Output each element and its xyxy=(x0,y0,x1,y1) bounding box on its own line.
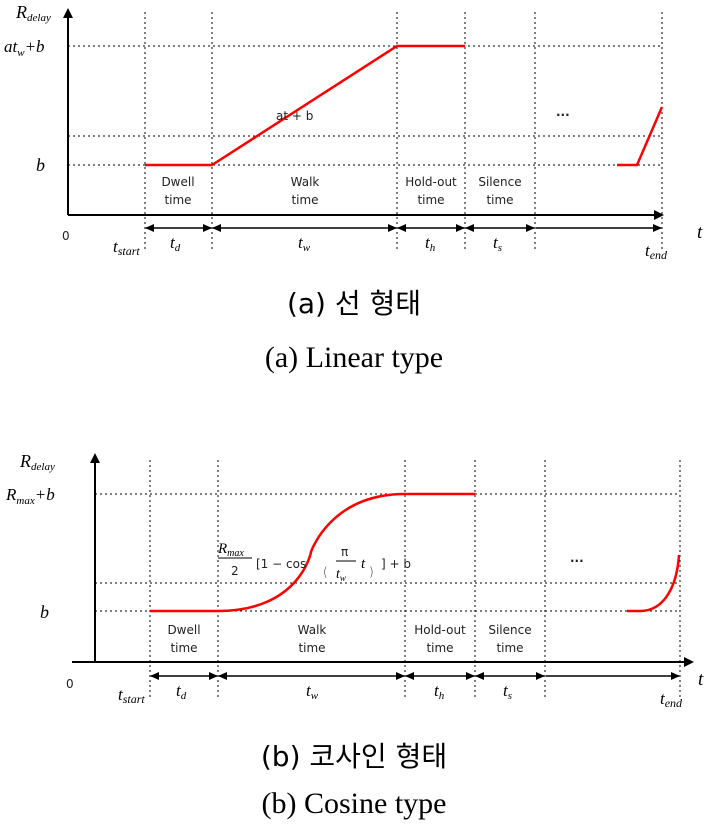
origin-label: 0 xyxy=(66,677,74,691)
dim-label-ts: ts xyxy=(503,681,512,702)
delay-curve-cosine xyxy=(150,492,475,613)
delay-curve-linear xyxy=(145,44,465,167)
formula-cos: [1 − cos xyxy=(256,557,306,571)
phase-label: time xyxy=(486,193,513,207)
caption-a-korean: (a) 선 형태 xyxy=(287,287,421,320)
phase-label: time xyxy=(291,193,318,207)
x-axis-label: t xyxy=(697,222,703,243)
formula-t: t xyxy=(361,556,366,572)
dim-label-td: td xyxy=(176,681,187,702)
formula: Rmax 2 [1 − cos ( π tw t ) ] + b xyxy=(217,541,411,583)
dim-label-th: th xyxy=(425,233,436,254)
ellipsis: ... xyxy=(570,551,584,565)
t-start-label: tstart xyxy=(118,685,145,706)
caption-b-korean: (b) 코사인 형태 xyxy=(261,740,447,773)
y-tick-top: atw+b xyxy=(4,37,45,59)
formula-tail: ] + b xyxy=(381,557,411,571)
formula-denominator: 2 xyxy=(231,564,239,578)
x-axis-label: t xyxy=(698,669,704,690)
dim-label-ts: ts xyxy=(493,233,502,254)
phase-label: Walk xyxy=(298,623,327,637)
phase-label: Dwell xyxy=(161,175,194,189)
paren-right: ) xyxy=(369,565,374,579)
formula-numerator: Rmax xyxy=(217,541,244,559)
ellipsis: ... xyxy=(556,105,570,119)
dim-label-tw: tw xyxy=(298,233,311,254)
y-tick-b: b xyxy=(36,155,45,175)
phase-label: time xyxy=(298,641,325,655)
phase-label: Silence xyxy=(478,175,521,189)
phase-label: time xyxy=(170,641,197,655)
delay-curve-tail xyxy=(617,106,664,167)
t-end-label: tend xyxy=(645,241,668,262)
formula-tw: tw xyxy=(336,567,346,583)
y-tick-top: Rmax+b xyxy=(5,485,55,507)
phase-label: time xyxy=(164,193,191,207)
phase-label: Dwell xyxy=(167,623,200,637)
phase-label: time xyxy=(417,193,444,207)
dim-label-th: th xyxy=(434,681,445,702)
diagram-linear: Rdelay atw+b b 0 t at + b ... Dwell time… xyxy=(4,2,703,262)
caption-b-english: (b) Cosine type xyxy=(262,787,447,820)
diagram-cosine: Rdelay Rmax+b b 0 t Rmax 2 [1 − cos ( π … xyxy=(5,451,704,710)
phase-label: Silence xyxy=(488,623,531,637)
t-end-label: tend xyxy=(660,689,683,710)
phase-label: time xyxy=(426,641,453,655)
phase-label: Walk xyxy=(291,175,320,189)
y-tick-b: b xyxy=(40,602,49,622)
dim-label-tw: tw xyxy=(306,681,319,702)
phase-label: time xyxy=(496,641,523,655)
caption-a-english: (a) Linear type xyxy=(265,341,443,374)
y-axis-label: Rdelay xyxy=(15,2,51,24)
delay-curve-tail xyxy=(627,554,681,613)
formula-pi: π xyxy=(341,545,348,559)
dim-label-td: td xyxy=(170,233,181,254)
y-axis-label: Rdelay xyxy=(19,451,55,473)
t-start-label: tstart xyxy=(113,237,140,258)
phase-label: Hold-out xyxy=(414,623,466,637)
phase-label: Hold-out xyxy=(405,175,457,189)
paren-left: ( xyxy=(323,565,328,579)
origin-label: 0 xyxy=(62,229,70,243)
ramp-label: at + b xyxy=(276,109,313,123)
